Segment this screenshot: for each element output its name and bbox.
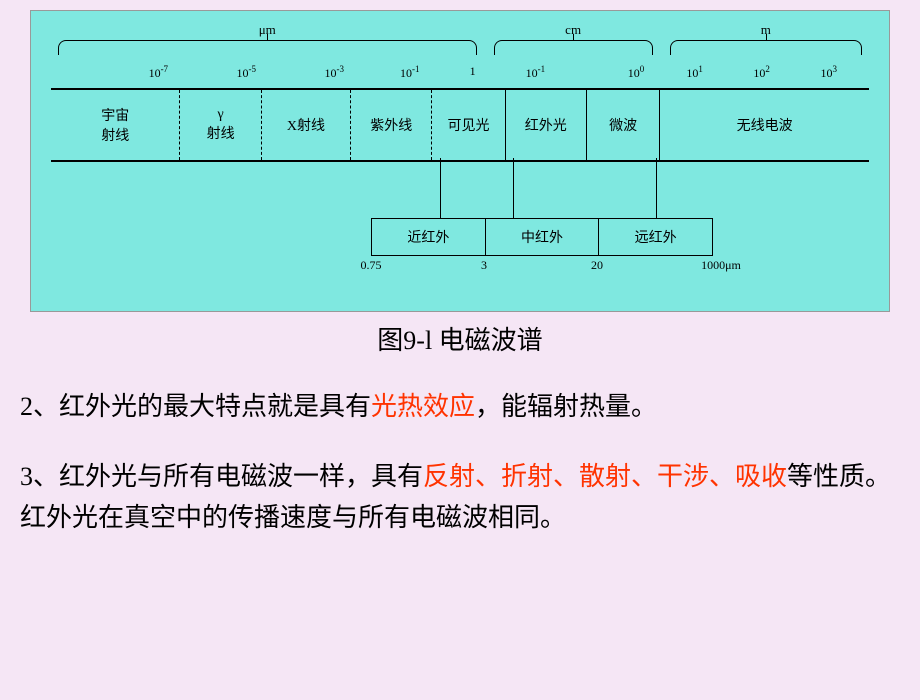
connector-line: [440, 158, 441, 218]
brace: [670, 40, 863, 54]
sub-scale-value: 0.75: [361, 258, 382, 273]
sub-band-strip: 近红外中红外远红外: [371, 218, 713, 256]
scale-row: 10-7 10-5 10-3 10-1 1 10-1 100 101 102 103: [41, 64, 879, 86]
brace: [58, 40, 477, 54]
brace-label: m: [761, 22, 771, 38]
band-cell: X射线: [262, 90, 351, 160]
sub-scale-value: 1000μm: [701, 258, 741, 273]
band-cell: 宇宙 射线: [51, 90, 180, 160]
brace: [494, 40, 653, 54]
paragraph-2: 2、红外光的最大特点就是具有光热效应，能辐射热量。: [20, 387, 900, 427]
sub-scale-value: 20: [591, 258, 603, 273]
sub-band-cell: 近红外: [372, 219, 486, 255]
band-cell: 可见光: [432, 90, 505, 160]
drop-lines: [51, 158, 869, 218]
brace-label: μm: [259, 22, 276, 38]
scale-tick: 103: [820, 64, 837, 81]
scale-tick: 102: [753, 64, 770, 81]
scale-tick: 10-5: [237, 64, 257, 81]
p2-highlight: 光热效应: [371, 392, 475, 421]
scale-tick: 1: [470, 64, 476, 79]
scale-tick: 100: [628, 64, 645, 81]
band-strip: 宇宙 射线γ 射线X射线紫外线可见光红外光微波无线电波: [51, 88, 869, 162]
scale-tick: 101: [686, 64, 703, 81]
band-cell: 红外光: [506, 90, 587, 160]
band-cell: 紫外线: [351, 90, 432, 160]
top-braces: μmcmm: [41, 26, 879, 61]
paragraph-3: 3、红外光与所有电磁波一样，具有反射、折射、散射、干涉、吸收等性质。红外光在真空…: [20, 457, 900, 538]
connector-line: [656, 158, 657, 218]
sub-scale-value: 3: [481, 258, 487, 273]
brace-label: cm: [565, 22, 581, 38]
p2-tail: ，能辐射热量。: [475, 392, 657, 421]
p2-lead: 2、红外光的最大特点就是具有: [20, 392, 371, 421]
band-cell: 无线电波: [660, 90, 869, 160]
scale-tick: 10-3: [325, 64, 345, 81]
p3-lead: 3、红外光与所有电磁波一样，具有: [20, 462, 423, 491]
scale-tick: 10-1: [526, 64, 546, 81]
sub-band-scale: 0.753201000μm: [371, 258, 751, 278]
p3-highlight: 反射、折射、散射、干涉、吸收: [423, 462, 787, 491]
sub-band-cell: 中红外: [486, 219, 600, 255]
band-cell: γ 射线: [180, 90, 261, 160]
scale-tick: 10-7: [149, 64, 169, 81]
figure-caption: 图9-l 电磁波谱: [0, 320, 920, 357]
connector-line: [513, 158, 514, 218]
band-cell: 微波: [587, 90, 660, 160]
spectrum-diagram: μmcmm 10-710-510-310-1110-1100101102103 …: [30, 10, 890, 312]
scale-tick: 10-1: [400, 64, 420, 81]
sub-band-cell: 远红外: [599, 219, 712, 255]
